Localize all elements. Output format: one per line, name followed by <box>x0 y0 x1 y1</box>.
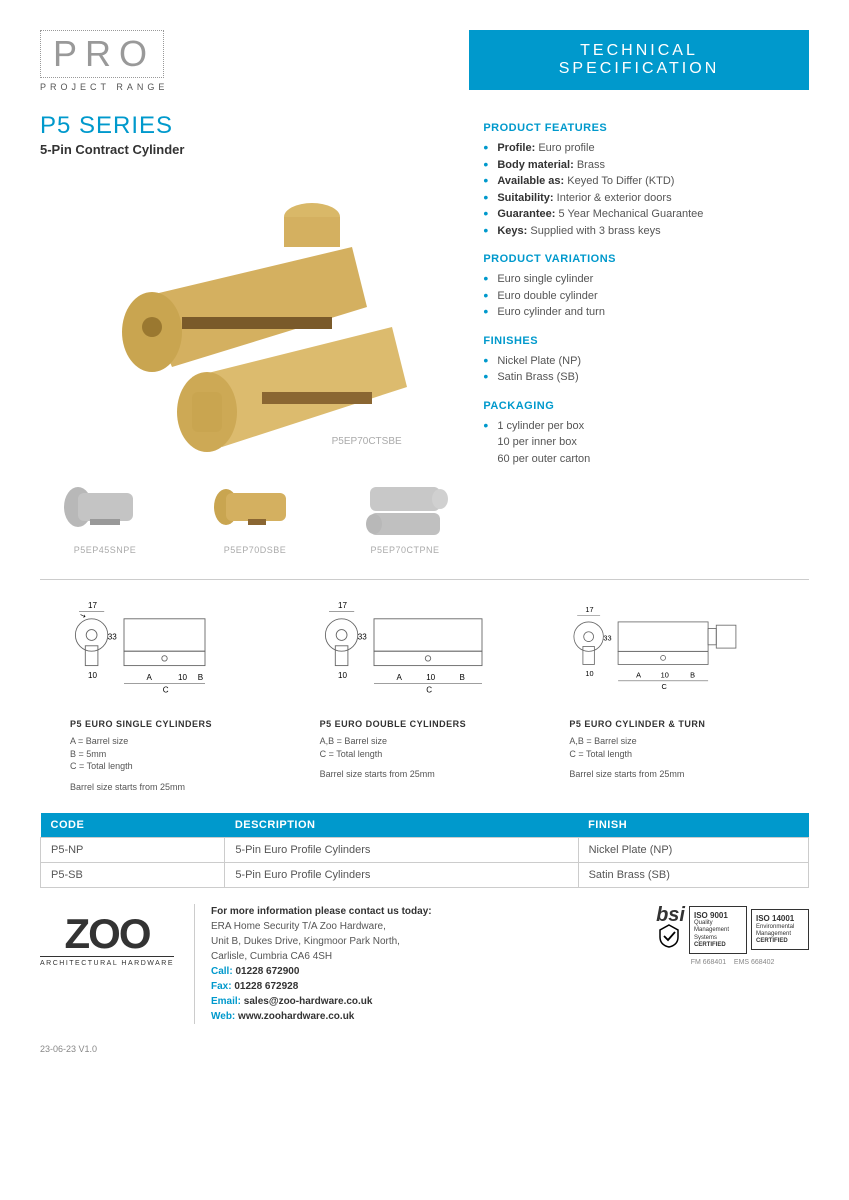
diagram-single-notes: A = Barrel size B = 5mm C = Total length <box>70 735 280 773</box>
packaging-list: 1 cylinder per box <box>483 418 809 435</box>
th-desc: DESCRIPTION <box>225 813 578 838</box>
packaging-line3: 60 per outer carton <box>483 451 809 468</box>
cert-block: bsi ISO 9001 Quality Management Systems … <box>656 904 809 966</box>
svg-text:10: 10 <box>178 673 187 682</box>
series-title: P5 SERIES <box>40 112 463 140</box>
hero-product-image: P5EP70CTSBE <box>82 177 422 457</box>
svg-text:17: 17 <box>88 601 97 610</box>
thumb-1-label: P5EP45SNPE <box>60 545 150 555</box>
codes-table: CODE DESCRIPTION FINISH P5-NP 5-Pin Euro… <box>40 813 809 888</box>
pro-logo-sub: PROJECT RANGE <box>40 82 168 92</box>
diagram-double-notes: A,B = Barrel size C = Total length <box>320 735 530 760</box>
finishes-list: Nickel Plate (NP) Satin Brass (SB) <box>483 353 809 386</box>
svg-text:C: C <box>662 682 668 691</box>
thumb-3-label: P5EP70CTPNE <box>360 545 450 555</box>
cert-iso9001: ISO 9001 Quality Management Systems CERT… <box>689 906 747 954</box>
variations-list: Euro single cylinder Euro double cylinde… <box>483 271 809 321</box>
finishes-heading: FINISHES <box>483 335 809 347</box>
svg-text:10: 10 <box>661 671 669 680</box>
diagram-turn: 17 33 10 A10B C P5 EURO CYLINDER & TURN … <box>569 598 779 793</box>
svg-text:A: A <box>396 673 402 682</box>
hero-label: P5EP70CTSBE <box>332 436 402 447</box>
svg-text:B: B <box>459 673 464 682</box>
zoo-logo: ZOO ARCHITECTURAL HARDWARE <box>40 904 174 967</box>
th-code: CODE <box>41 813 225 838</box>
svg-text:33: 33 <box>604 634 612 643</box>
svg-text:17: 17 <box>586 605 594 614</box>
diagrams-row: 17 ↘ 33 10 A10B C P5 EURO SINGLE CYLINDE… <box>40 598 809 793</box>
svg-text:33: 33 <box>357 633 366 642</box>
table-row: P5-NP 5-Pin Euro Profile Cylinders Nicke… <box>41 838 809 863</box>
packaging-heading: PACKAGING <box>483 400 809 412</box>
bsi-logo: bsi <box>656 904 685 955</box>
diagram-single-footnote: Barrel size starts from 25mm <box>70 781 280 794</box>
contact-block: For more information please contact us t… <box>194 904 636 1024</box>
pro-logo-block: PRO PROJECT RANGE <box>40 30 168 92</box>
svg-text:B: B <box>198 673 203 682</box>
svg-text:10: 10 <box>586 669 594 678</box>
thumbnail-row: P5EP45SNPE P5EP70DSBE P5EP70CTPNE <box>40 477 463 555</box>
features-list: Profile: Euro profile Body material: Bra… <box>483 140 809 239</box>
pro-logo: PRO <box>40 30 164 78</box>
svg-text:B: B <box>690 671 695 680</box>
diagram-turn-footnote: Barrel size starts from 25mm <box>569 768 779 781</box>
series-subtitle: 5-Pin Contract Cylinder <box>40 142 463 157</box>
thumb-3: P5EP70CTPNE <box>360 477 450 555</box>
svg-text:A: A <box>636 671 641 680</box>
features-heading: PRODUCT FEATURES <box>483 122 809 134</box>
svg-text:C: C <box>163 686 169 695</box>
svg-text:10: 10 <box>426 673 435 682</box>
separator <box>40 579 809 580</box>
svg-text:A: A <box>147 673 153 682</box>
zoo-logo-sub: ARCHITECTURAL HARDWARE <box>40 956 174 967</box>
version-text: 23-06-23 V1.0 <box>40 1044 809 1054</box>
table-row: P5-SB 5-Pin Euro Profile Cylinders Satin… <box>41 863 809 888</box>
svg-text:33: 33 <box>108 633 117 642</box>
cert-iso14001: ISO 14001 Environmental Management CERTI… <box>751 909 809 950</box>
variations-heading: PRODUCT VARIATIONS <box>483 253 809 265</box>
svg-text:17: 17 <box>338 601 347 610</box>
diagram-single: 17 ↘ 33 10 A10B C P5 EURO SINGLE CYLINDE… <box>70 598 280 793</box>
diagram-double-title: P5 EURO DOUBLE CYLINDERS <box>320 719 530 729</box>
cert-codes: FM 668401 EMS 668402 <box>656 959 809 966</box>
diagram-turn-title: P5 EURO CYLINDER & TURN <box>569 719 779 729</box>
thumb-2: P5EP70DSBE <box>210 477 300 555</box>
zoo-logo-text: ZOO <box>40 910 174 958</box>
diagram-double-footnote: Barrel size starts from 25mm <box>320 768 530 781</box>
diagram-single-title: P5 EURO SINGLE CYLINDERS <box>70 719 280 729</box>
th-finish: FINISH <box>578 813 808 838</box>
diagram-turn-notes: A,B = Barrel size C = Total length <box>569 735 779 760</box>
tech-spec-banner: TECHNICAL SPECIFICATION <box>469 30 809 90</box>
thumb-2-label: P5EP70DSBE <box>210 545 300 555</box>
svg-text:10: 10 <box>88 671 97 680</box>
diagram-double: 17 33 10 A 10 B C P5 EURO DOUBLE CYLINDERS… <box>320 598 530 793</box>
thumb-1: P5EP45SNPE <box>60 477 150 555</box>
packaging-line2: 10 per inner box <box>483 434 809 451</box>
svg-text:C: C <box>426 686 432 695</box>
svg-text:10: 10 <box>338 671 347 680</box>
